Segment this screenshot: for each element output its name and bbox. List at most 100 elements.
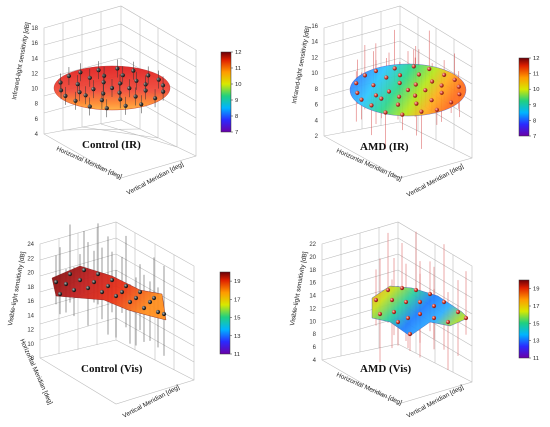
control-vis-colorbar-tick: 19 (234, 279, 240, 285)
amd-vis-point (417, 311, 423, 317)
amd-ir-point (413, 93, 418, 98)
amd-vis-ztick: 20 (309, 255, 316, 261)
control-ir-ztick: 6 (35, 117, 39, 123)
amd-vis-colorbar-tick: 19 (533, 287, 539, 293)
amd-ir-point (439, 90, 444, 95)
control-vis-zlabel: Visible-light sensitivity [dB] (7, 251, 27, 326)
control-vis-point (77, 277, 83, 283)
control-vis-ylabel: Vertical Meridian [deg] (122, 384, 181, 420)
amd-vis-point (455, 309, 461, 315)
amd-vis-ztick: 6 (313, 345, 317, 351)
control-vis-ztick: 14 (27, 313, 34, 319)
amd-vis-points (373, 285, 469, 337)
amd-ir-point (413, 82, 418, 87)
amd-vis-point (385, 287, 391, 293)
panel-amd-vis: Visible-light sensitivity [dB] 4 6 8 10 12 14… (289, 221, 539, 420)
amd-vis-zticks: 4 6 8 10 12 14 16 18 20 22 (309, 242, 316, 364)
control-ir-colorbar-tick: 9 (235, 98, 238, 104)
control-vis-colorbar-tick: 15 (234, 316, 240, 322)
amd-vis-colorbar: 11 13 15 17 19 (518, 279, 539, 362)
control-vis-colorbar-tick: 13 (234, 334, 240, 340)
control-vis-point (67, 271, 73, 277)
amd-ir-point (423, 88, 428, 93)
control-vis-colorbar-tick: 17 (234, 297, 240, 303)
amd-vis-title: AMD (Vis) (360, 363, 412, 375)
amd-ir-ztick: 12 (311, 55, 318, 61)
control-vis-point (161, 311, 167, 317)
control-vis-point (109, 277, 115, 283)
amd-vis-point (413, 287, 419, 293)
amd-ir-point (397, 94, 402, 99)
control-vis-ztick: 20 (27, 271, 34, 277)
panel-control-ir: Infrared-light sensitivity [dB] 4 6 8 10 12 1… (11, 5, 241, 197)
amd-ir-zticks: 2 4 6 8 10 12 14 16 (311, 24, 318, 140)
control-vis-zticks: 8 10 12 14 16 18 20 22 24 (27, 242, 34, 362)
amd-vis-point (445, 319, 451, 325)
control-vis-colorbar-bar (219, 271, 231, 355)
control-vis-ztick: 22 (27, 256, 34, 262)
amd-vis-point (373, 297, 379, 303)
amd-vis-point (441, 299, 447, 305)
control-vis-point (151, 295, 157, 301)
amd-ir-points (354, 64, 462, 117)
panel-amd-ir: Infrared-light sensitivity [dB] 2 4 6 8 10 12… (291, 5, 539, 199)
amd-ir-ztick: 14 (311, 40, 318, 46)
panel-control-vis: Visible-light sensitivity [dB] 8 10 12 14 16… (7, 221, 240, 420)
amd-vis-ztick: 8 (313, 332, 317, 338)
amd-vis-point (405, 315, 411, 321)
control-vis-ztick: 10 (27, 342, 34, 348)
control-vis-point (63, 281, 69, 287)
amd-ir-ztick: 10 (311, 71, 318, 77)
amd-ir-point (442, 72, 447, 77)
amd-ir-point (430, 79, 435, 84)
amd-vis-point (403, 299, 409, 305)
amd-vis-point (399, 285, 405, 291)
amd-vis-colorbar-tick: 15 (533, 321, 539, 327)
panel-control-vis-box (39, 221, 195, 405)
amd-ir-point (373, 93, 379, 98)
control-ir-ztick: 10 (31, 87, 38, 93)
amd-ir-point (427, 66, 432, 72)
control-vis-point (141, 305, 147, 311)
amd-vis-point (431, 315, 437, 321)
amd-ir-point (359, 97, 364, 102)
control-vis-point (99, 289, 105, 295)
control-vis-point (71, 287, 77, 293)
amd-ir-ztick: 16 (311, 24, 318, 30)
amd-ir-colorbar: 7 8 9 10 11 12 (518, 56, 539, 140)
control-ir-colorbar-tick: 12 (235, 50, 241, 56)
amd-ir-point (362, 73, 367, 78)
amd-ir-colorbar-tick: 11 (533, 72, 539, 78)
amd-ir-point (416, 72, 421, 77)
amd-ir-point (397, 80, 402, 86)
amd-ir-title: AMD (IR) (360, 141, 409, 153)
amd-vis-point (427, 291, 433, 297)
control-ir-title: Control (IR) (82, 139, 141, 151)
control-ir-zticks: 4 6 8 10 12 14 16 18 (31, 26, 38, 138)
amd-ir-point (354, 81, 359, 86)
control-vis-point (133, 295, 139, 301)
amd-vis-ztick: 16 (309, 281, 316, 287)
control-ir-ztick: 18 (31, 26, 38, 32)
control-ir-colorbar: 7 8 9 10 11 12 (220, 50, 241, 136)
amd-ir-point (434, 107, 439, 112)
amd-vis-ztick: 10 (309, 319, 316, 325)
control-vis-point (147, 299, 153, 305)
amd-ir-point (411, 64, 416, 69)
amd-ir-colorbar-tick: 7 (533, 134, 536, 140)
control-vis-points (53, 267, 167, 317)
control-vis-ztick: 8 (31, 356, 35, 362)
control-vis-point (127, 299, 133, 305)
amd-ir-point (395, 102, 401, 107)
amd-vis-ztick: 22 (309, 242, 316, 248)
control-vis-point (113, 293, 119, 299)
amd-ir-ztick: 4 (315, 118, 319, 124)
amd-ir-point (386, 89, 392, 94)
amd-ir-point (414, 101, 419, 106)
control-vis-colorbar-tick: 11 (234, 352, 240, 358)
control-ir-ztick: 16 (31, 41, 38, 47)
amd-vis-colorbar-tick: 11 (533, 356, 539, 362)
control-vis-point (155, 309, 161, 315)
amd-ir-point (429, 98, 434, 103)
control-ir-ztick: 4 (35, 132, 39, 138)
